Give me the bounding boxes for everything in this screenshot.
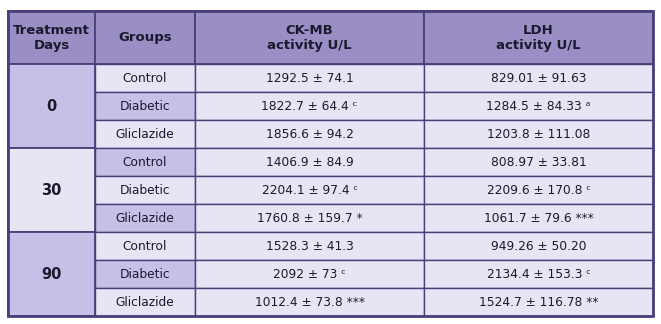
- Bar: [8, 148, 95, 232]
- Text: 1203.8 ± 111.08: 1203.8 ± 111.08: [487, 128, 590, 141]
- Text: CK-MB
activity U/L: CK-MB activity U/L: [267, 24, 352, 52]
- Bar: [424, 11, 653, 64]
- Text: 2092 ± 73 ᶜ: 2092 ± 73 ᶜ: [273, 268, 346, 281]
- Text: Control: Control: [123, 240, 167, 253]
- Bar: [95, 11, 195, 64]
- Text: Control: Control: [123, 156, 167, 169]
- Bar: [424, 92, 653, 121]
- Text: Diabetic: Diabetic: [120, 184, 171, 197]
- Bar: [195, 11, 424, 64]
- Text: Gliclazide: Gliclazide: [116, 128, 175, 141]
- Bar: [424, 288, 653, 316]
- Text: 949.26 ± 50.20: 949.26 ± 50.20: [490, 240, 586, 253]
- Bar: [195, 64, 424, 92]
- Bar: [195, 204, 424, 232]
- Text: 30: 30: [42, 183, 61, 198]
- Text: LDH
activity U/L: LDH activity U/L: [496, 24, 581, 52]
- Text: 1524.7 ± 116.78 **: 1524.7 ± 116.78 **: [479, 296, 598, 309]
- Text: 90: 90: [42, 267, 61, 282]
- Bar: [95, 121, 195, 148]
- Bar: [195, 148, 424, 176]
- Text: 2204.1 ± 97.4 ᶜ: 2204.1 ± 97.4 ᶜ: [262, 184, 358, 197]
- Bar: [424, 260, 653, 288]
- Bar: [424, 232, 653, 260]
- Bar: [8, 64, 95, 148]
- Bar: [195, 92, 424, 121]
- Bar: [95, 92, 195, 121]
- Text: Diabetic: Diabetic: [120, 268, 171, 281]
- Text: 1760.8 ± 159.7 *: 1760.8 ± 159.7 *: [256, 212, 362, 225]
- Bar: [95, 288, 195, 316]
- Bar: [195, 260, 424, 288]
- Bar: [95, 204, 195, 232]
- Text: 0: 0: [46, 99, 57, 114]
- Bar: [195, 121, 424, 148]
- Bar: [95, 260, 195, 288]
- Text: Gliclazide: Gliclazide: [116, 296, 175, 309]
- Bar: [8, 232, 95, 316]
- Text: 1284.5 ± 84.33 ᵃ: 1284.5 ± 84.33 ᵃ: [486, 100, 591, 113]
- Text: Control: Control: [123, 72, 167, 85]
- Text: 2134.4 ± 153.3 ᶜ: 2134.4 ± 153.3 ᶜ: [486, 268, 590, 281]
- Bar: [424, 64, 653, 92]
- Text: 1406.9 ± 84.9: 1406.9 ± 84.9: [266, 156, 354, 169]
- Text: 1061.7 ± 79.6 ***: 1061.7 ± 79.6 ***: [484, 212, 594, 225]
- Bar: [424, 121, 653, 148]
- Bar: [95, 176, 195, 204]
- Text: Groups: Groups: [118, 31, 172, 44]
- Text: 2209.6 ± 170.8 ᶜ: 2209.6 ± 170.8 ᶜ: [486, 184, 590, 197]
- Bar: [424, 176, 653, 204]
- Bar: [8, 11, 95, 64]
- Text: Gliclazide: Gliclazide: [116, 212, 175, 225]
- Text: Treatment
Days: Treatment Days: [13, 24, 90, 52]
- Text: 808.97 ± 33.81: 808.97 ± 33.81: [490, 156, 586, 169]
- Text: 829.01 ± 91.63: 829.01 ± 91.63: [490, 72, 586, 85]
- Text: 1822.7 ± 64.4 ᶜ: 1822.7 ± 64.4 ᶜ: [262, 100, 358, 113]
- Text: Diabetic: Diabetic: [120, 100, 171, 113]
- Bar: [95, 148, 195, 176]
- Bar: [95, 64, 195, 92]
- Text: 1528.3 ± 41.3: 1528.3 ± 41.3: [266, 240, 354, 253]
- Bar: [424, 204, 653, 232]
- Text: 1292.5 ± 74.1: 1292.5 ± 74.1: [266, 72, 354, 85]
- Bar: [95, 232, 195, 260]
- Text: 1012.4 ± 73.8 ***: 1012.4 ± 73.8 ***: [254, 296, 364, 309]
- Bar: [195, 288, 424, 316]
- Bar: [424, 148, 653, 176]
- Bar: [195, 232, 424, 260]
- Text: 1856.6 ± 94.2: 1856.6 ± 94.2: [266, 128, 354, 141]
- Bar: [195, 176, 424, 204]
